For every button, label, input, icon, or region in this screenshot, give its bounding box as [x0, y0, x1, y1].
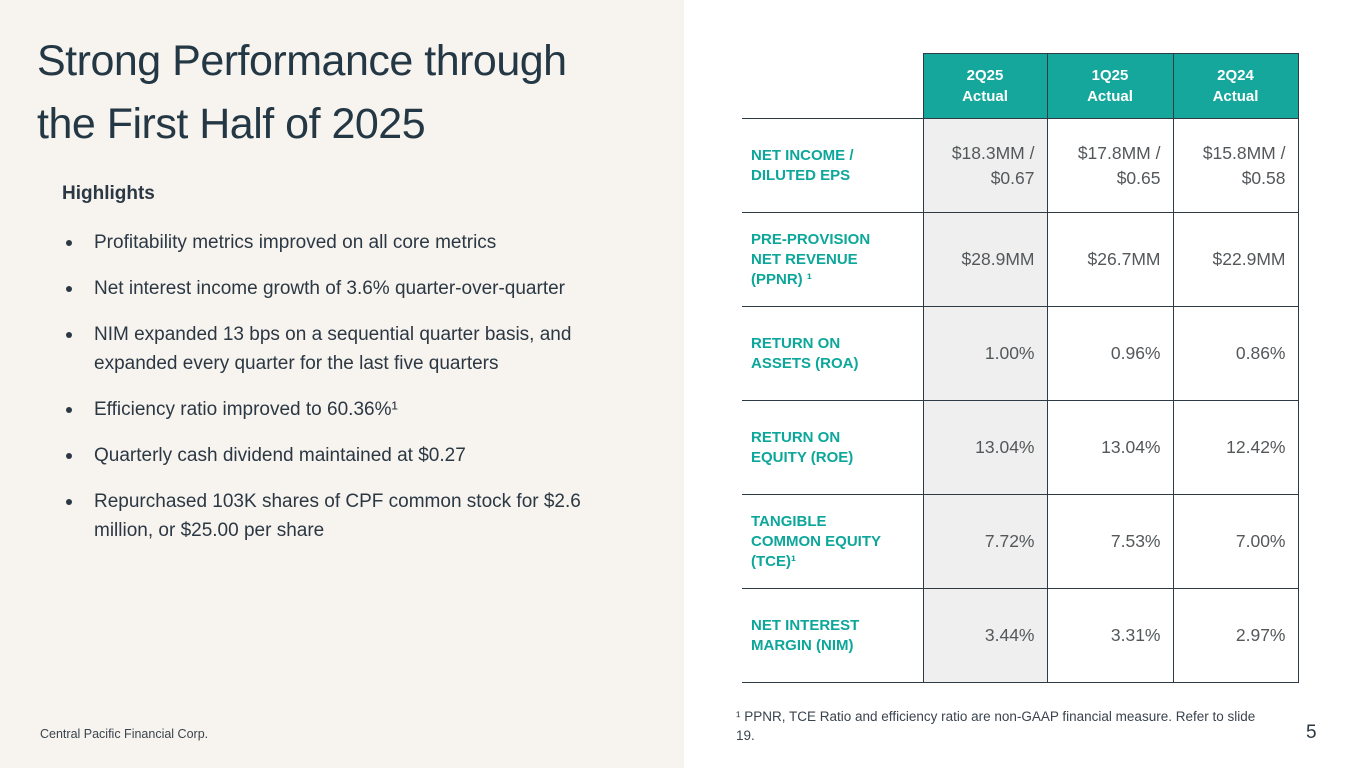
table-row: RETURN ON ASSETS (ROA) 1.00% 0.96% 0.86% — [742, 306, 1299, 401]
bullet-text: Repurchased 103K shares of CPF common st… — [94, 491, 581, 541]
list-item: Profitability metrics improved on all co… — [62, 228, 634, 257]
page-title: Strong Performance through the First Hal… — [37, 30, 667, 156]
column-header-1q25: 1Q25 Actual — [1046, 53, 1174, 119]
row-label: NET INTEREST MARGIN (NIM) — [742, 588, 924, 683]
bullet-icon — [66, 286, 72, 292]
page-title-line-2: the First Half of 2025 — [37, 100, 426, 148]
row-label: RETURN ON EQUITY (ROE) — [742, 400, 924, 495]
bullet-icon — [66, 240, 72, 246]
bullet-text: NIM expanded 13 bps on a sequential quar… — [94, 324, 572, 374]
table-cell: 0.86% — [1172, 306, 1299, 401]
table-header-row: 2Q25 Actual 1Q25 Actual 2Q24 Actual — [742, 53, 1299, 119]
table-cell: 7.53% — [1046, 494, 1174, 589]
highlights-heading: Highlights — [62, 183, 155, 204]
table-row: NET INCOME / DILUTED EPS $18.3MM / $0.67… — [742, 118, 1299, 213]
table-row: NET INTEREST MARGIN (NIM) 3.44% 3.31% 2.… — [742, 588, 1299, 683]
company-footer: Central Pacific Financial Corp. — [40, 727, 209, 741]
row-label: PRE-PROVISION NET REVENUE (PPNR) ¹ — [742, 212, 924, 307]
financial-metrics-table: 2Q25 Actual 1Q25 Actual 2Q24 Actual NET … — [742, 53, 1299, 683]
row-label: TANGIBLE COMMON EQUITY (TCE)¹ — [742, 494, 924, 589]
table-cell: $26.7MM — [1046, 212, 1174, 307]
bullet-text: Efficiency ratio improved to 60.36%¹ — [94, 399, 398, 420]
table-cell: 0.96% — [1046, 306, 1174, 401]
table-cell: $17.8MM / $0.65 — [1046, 118, 1174, 213]
list-item: NIM expanded 13 bps on a sequential quar… — [62, 320, 634, 378]
bullet-icon — [66, 499, 72, 505]
page-title-line-1: Strong Performance through — [37, 37, 567, 85]
table-cell: $28.9MM — [922, 212, 1048, 307]
table-cell: 12.42% — [1172, 400, 1299, 495]
bullet-text: Profitability metrics improved on all co… — [94, 232, 497, 253]
bullet-text: Quarterly cash dividend maintained at $0… — [94, 445, 466, 466]
table-cell: 13.04% — [922, 400, 1048, 495]
row-label: RETURN ON ASSETS (ROA) — [742, 306, 924, 401]
table-cell: 7.00% — [1172, 494, 1299, 589]
table-cell: 3.44% — [922, 588, 1048, 683]
list-item: Quarterly cash dividend maintained at $0… — [62, 441, 634, 470]
list-item: Efficiency ratio improved to 60.36%¹ — [62, 395, 634, 424]
bullet-icon — [66, 453, 72, 459]
page-number: 5 — [1306, 722, 1317, 743]
table-row: RETURN ON EQUITY (ROE) 13.04% 13.04% 12.… — [742, 400, 1299, 495]
table-cell: $22.9MM — [1172, 212, 1299, 307]
table-cell: 7.72% — [922, 494, 1048, 589]
table-cell: $18.3MM / $0.67 — [922, 118, 1048, 213]
bullet-text: Net interest income growth of 3.6% quart… — [94, 278, 565, 299]
footnote: ¹ PPNR, TCE Ratio and efficiency ratio a… — [736, 709, 1256, 743]
table-cell: $15.8MM / $0.58 — [1172, 118, 1299, 213]
table-cell: 2.97% — [1172, 588, 1299, 683]
table-cell: 1.00% — [922, 306, 1048, 401]
highlights-list: Profitability metrics improved on all co… — [62, 228, 634, 562]
table-cell: 13.04% — [1046, 400, 1174, 495]
table-row: PRE-PROVISION NET REVENUE (PPNR) ¹ $28.9… — [742, 212, 1299, 307]
list-item: Net interest income growth of 3.6% quart… — [62, 274, 634, 303]
column-header-2q25: 2Q25 Actual — [922, 53, 1048, 119]
table-corner-cell — [742, 54, 923, 119]
row-label: NET INCOME / DILUTED EPS — [742, 118, 924, 213]
table-cell: 3.31% — [1046, 588, 1174, 683]
column-header-2q24: 2Q24 Actual — [1172, 53, 1299, 119]
bullet-icon — [66, 332, 72, 338]
left-panel: Strong Performance through the First Hal… — [0, 0, 684, 768]
list-item: Repurchased 103K shares of CPF common st… — [62, 487, 634, 545]
table-row: TANGIBLE COMMON EQUITY (TCE)¹ 7.72% 7.53… — [742, 494, 1299, 589]
bullet-icon — [66, 407, 72, 413]
